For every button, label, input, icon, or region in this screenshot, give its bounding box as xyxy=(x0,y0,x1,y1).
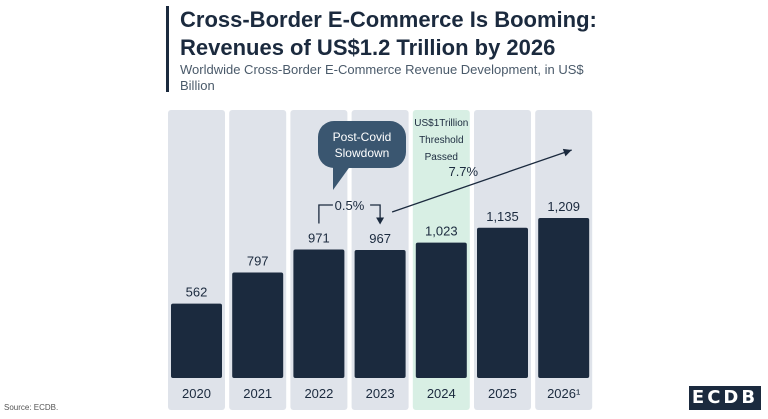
chart-subtitle: Worldwide Cross-Border E-Commerce Revenu… xyxy=(180,62,584,93)
chart-title: Cross-Border E-Commerce Is Booming: Reve… xyxy=(180,7,597,60)
threshold-note-line-2: Passed xyxy=(425,152,458,163)
category-label-4: 2024 xyxy=(427,386,456,401)
bar-3 xyxy=(354,250,406,378)
bar-4 xyxy=(415,242,467,378)
growth-label-2022-2023: 0.5% xyxy=(335,198,365,213)
value-label-2: 971 xyxy=(308,230,330,245)
bar-6 xyxy=(538,218,590,378)
growth-arrow-head xyxy=(562,148,572,157)
bubble-tail xyxy=(333,165,351,190)
category-label-6: 2026¹ xyxy=(547,386,581,401)
title-accent-bar xyxy=(166,6,169,92)
bubble-text-line-1: Slowdown xyxy=(335,146,390,160)
bubble-body xyxy=(318,121,406,168)
category-label-0: 2020 xyxy=(182,386,211,401)
value-label-5: 1,135 xyxy=(486,209,519,224)
value-label-0: 562 xyxy=(186,285,208,300)
value-label-4: 1,023 xyxy=(425,224,458,239)
growth-label-2023-2026: 7.7% xyxy=(448,164,478,179)
growth-bracket-right xyxy=(370,204,381,222)
bar-5 xyxy=(477,227,528,378)
bar-1 xyxy=(232,272,284,378)
category-labels: 2020 2021 2022 2023 2024 2025 2026¹ xyxy=(182,386,581,401)
bar-2 xyxy=(293,249,345,378)
value-label-6: 1,209 xyxy=(547,199,580,214)
brand-logo: ECDB xyxy=(689,386,761,410)
category-label-3: 2023 xyxy=(366,386,395,401)
category-label-1: 2021 xyxy=(243,386,272,401)
source-note: Source: ECDB. xyxy=(4,403,59,412)
growth-bracket-arrowhead xyxy=(376,217,385,225)
category-label-2: 2022 xyxy=(304,386,333,401)
bars xyxy=(171,218,590,378)
growth-bracket-left xyxy=(318,204,333,224)
bubble-text-line-0: Post-Covid xyxy=(333,130,392,144)
bar-0 xyxy=(171,303,222,378)
value-label-1: 797 xyxy=(247,254,269,269)
threshold-note-line-0: US$1Trillion xyxy=(414,118,468,129)
annotations: US$1Trillion Threshold Passed Post-Covid Slo… xyxy=(318,118,572,225)
threshold-note-line-1: Threshold xyxy=(419,135,463,146)
value-label-3: 967 xyxy=(369,231,391,246)
category-label-5: 2025 xyxy=(488,386,517,401)
growth-arrow-line xyxy=(391,149,572,213)
value-labels: 562 797 971 967 1,023 1,135 1,209 xyxy=(186,199,580,300)
